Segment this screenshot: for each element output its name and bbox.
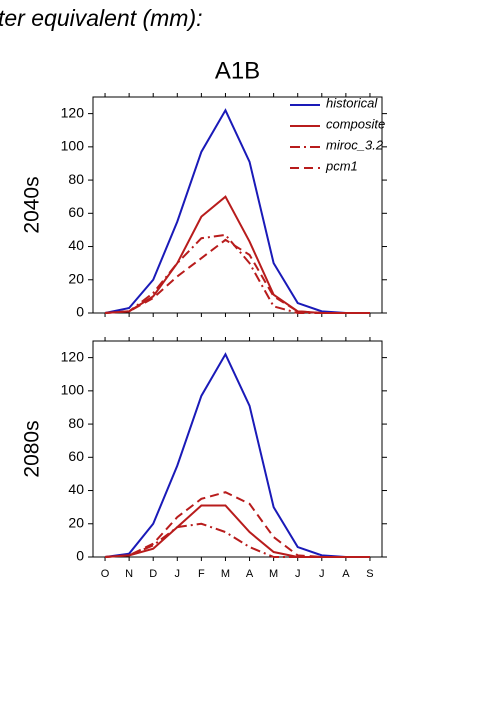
x-tick-label: J xyxy=(175,568,181,580)
plot-frame xyxy=(92,96,383,314)
x-tick-label: J xyxy=(295,568,301,580)
y-tick-label: 0 xyxy=(76,304,84,320)
y-tick-label: 20 xyxy=(68,514,84,530)
x-tick-label: J xyxy=(319,568,325,580)
data-line xyxy=(104,491,370,558)
data-line xyxy=(104,238,370,314)
x-tick-label: F xyxy=(198,568,205,580)
y-tick-label: 40 xyxy=(68,481,84,497)
y-axis-label: 2040s xyxy=(21,176,44,233)
data-line xyxy=(104,108,370,314)
legend-label: miroc_3.2 xyxy=(326,137,384,152)
x-tick-label: M xyxy=(221,568,230,580)
plot-frame xyxy=(92,340,383,558)
x-tick-label: A xyxy=(246,568,254,580)
data-line xyxy=(104,352,370,558)
y-tick-label: 120 xyxy=(61,104,85,120)
y-tick-label: 80 xyxy=(68,415,84,431)
y-tick-label: 20 xyxy=(68,270,84,286)
legend-label: historical xyxy=(326,95,378,110)
y-tick-label: 80 xyxy=(68,171,84,187)
y-tick-label: 100 xyxy=(61,138,85,154)
x-tick-label: S xyxy=(366,568,373,580)
legend-label: pcm1 xyxy=(325,158,358,173)
y-tick-label: 0 xyxy=(76,548,84,564)
header: ter equivalent (mm): xyxy=(0,5,203,31)
y-tick-label: 60 xyxy=(68,448,84,464)
x-tick-label: N xyxy=(125,568,133,580)
legend-label: composite xyxy=(326,116,385,131)
x-tick-label: A xyxy=(342,568,350,580)
data-line xyxy=(104,522,370,558)
data-line xyxy=(104,233,370,314)
x-tick-label: M xyxy=(269,568,278,580)
y-tick-label: 100 xyxy=(61,382,85,398)
y-tick-label: 40 xyxy=(68,237,84,253)
y-tick-label: 120 xyxy=(61,348,85,364)
x-tick-label: D xyxy=(149,568,157,580)
x-tick-label: O xyxy=(101,568,110,580)
y-tick-label: 60 xyxy=(68,204,84,220)
chart-title: A1B xyxy=(215,57,260,84)
data-line xyxy=(104,195,370,314)
y-axis-label: 2080s xyxy=(21,420,44,477)
